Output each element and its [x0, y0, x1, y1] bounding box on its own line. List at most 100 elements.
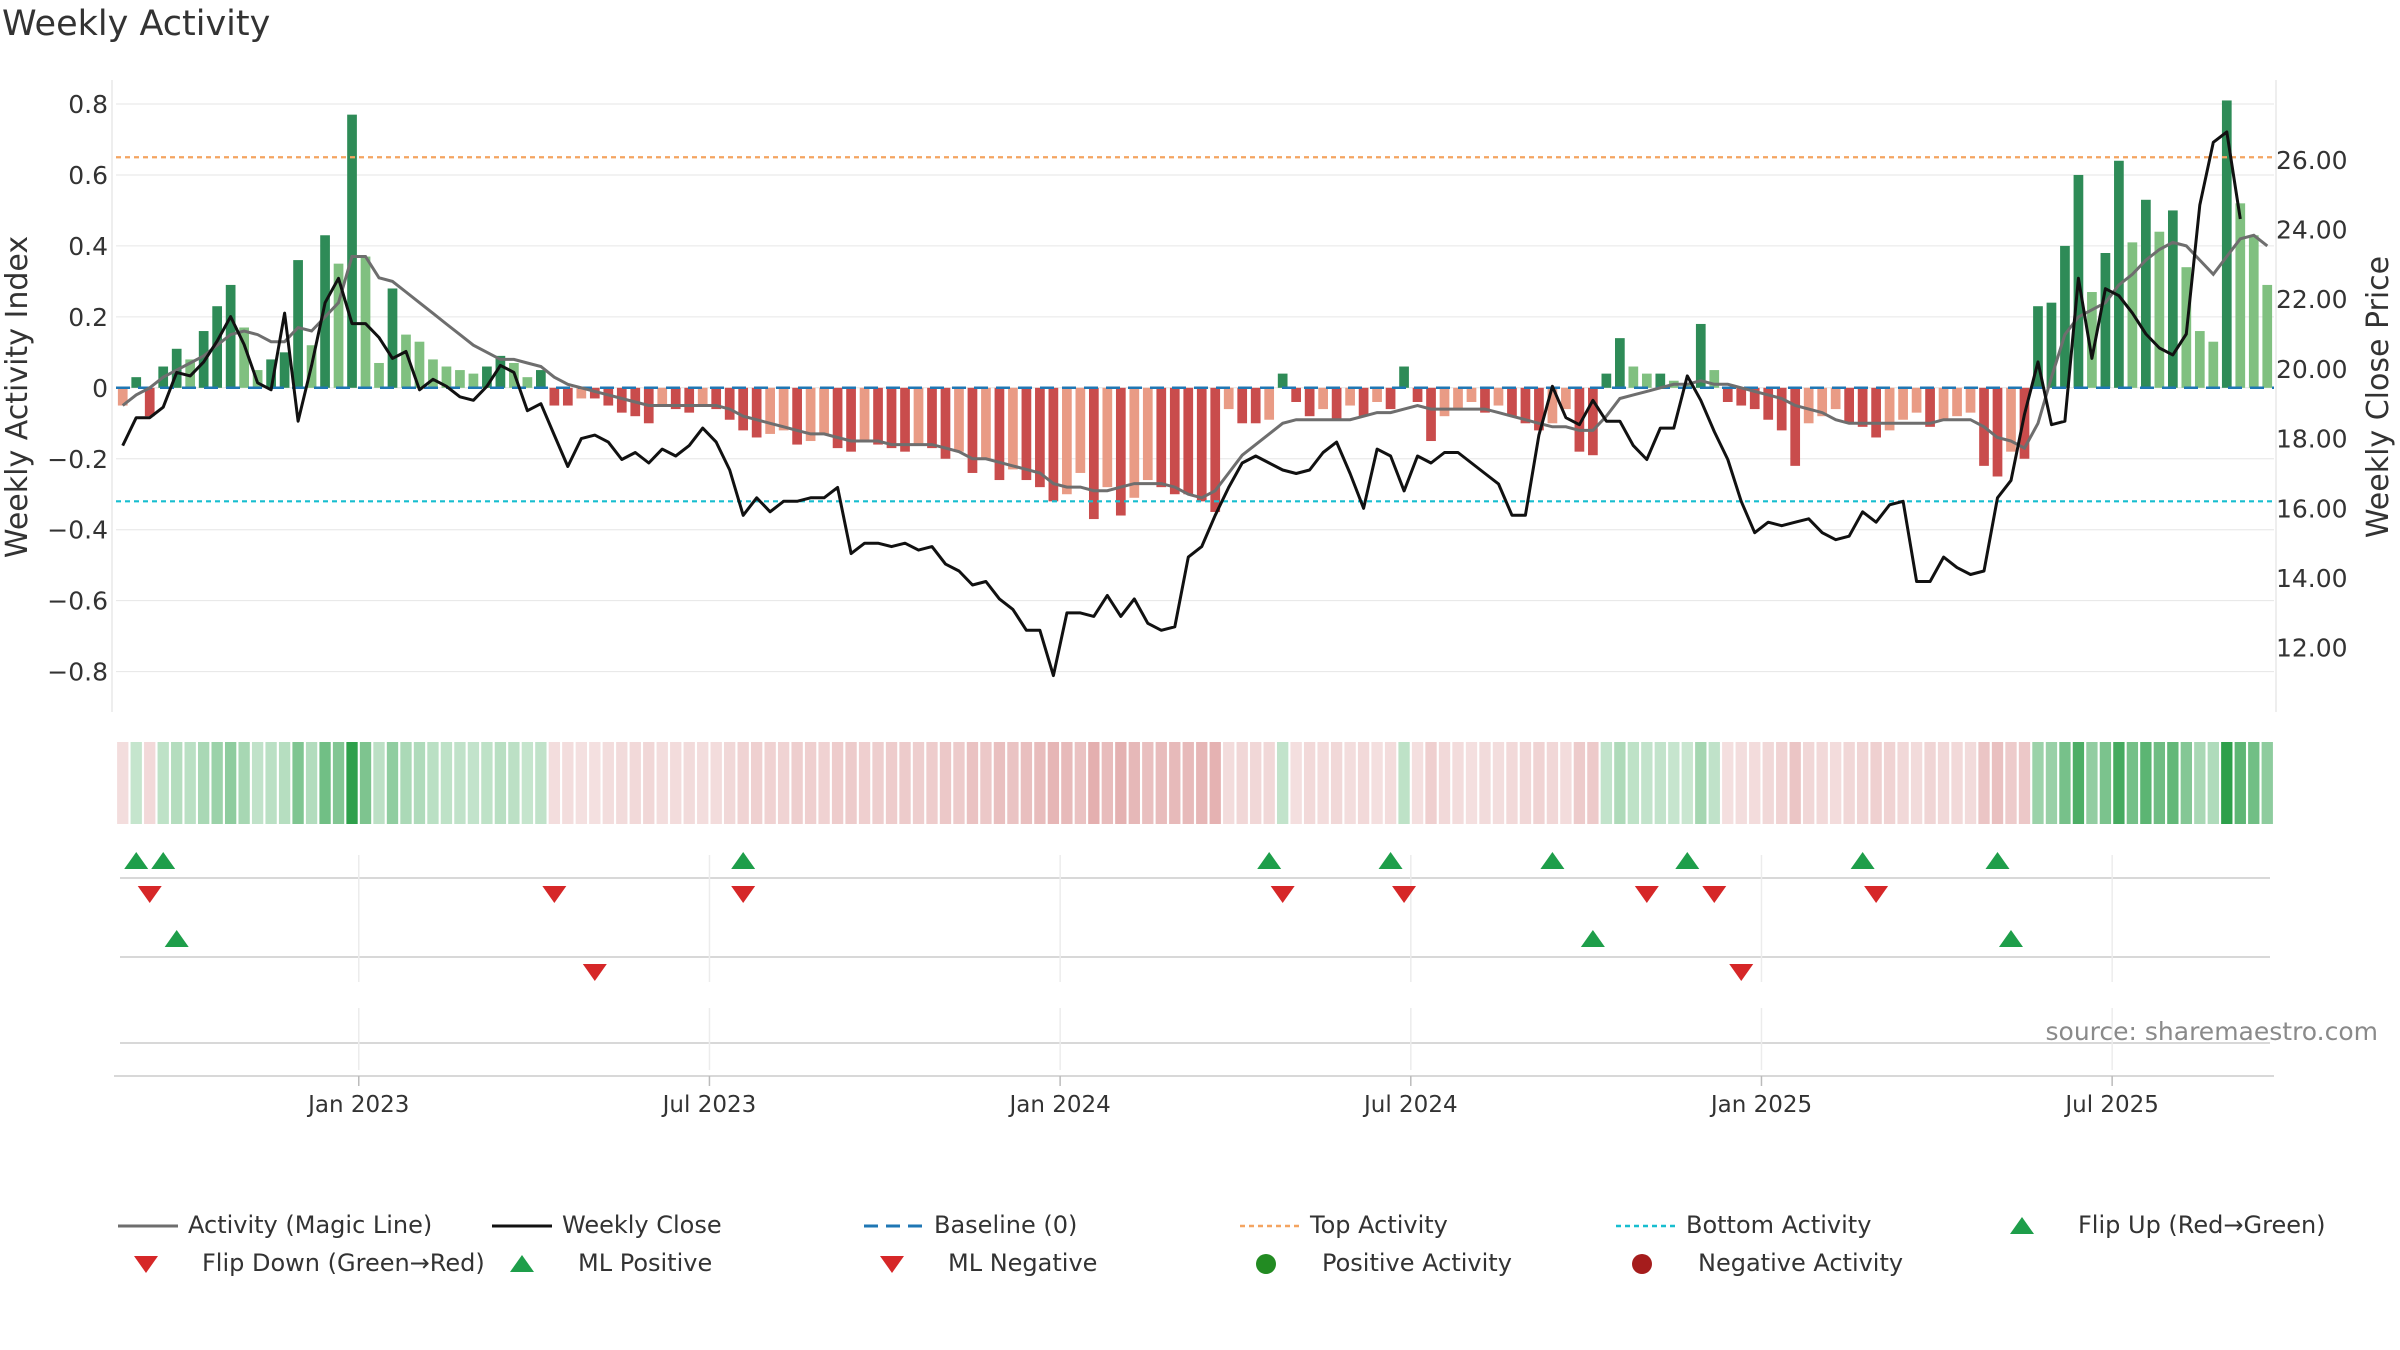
activity-strip-cell: [1479, 742, 1491, 824]
activity-strip-cell: [750, 742, 763, 824]
activity-strip-cell: [1452, 742, 1464, 824]
activity-strip-cell: [117, 742, 129, 824]
weekly-close-line: [121, 130, 2242, 678]
activity-bar: [2262, 284, 2273, 388]
activity-strip-cell: [359, 742, 372, 824]
activity-bar: [886, 387, 897, 449]
activity-bar: [2235, 203, 2246, 388]
activity-bar: [171, 348, 182, 388]
activity-strip-cell: [1303, 742, 1316, 824]
activity-strip-cell: [1722, 742, 1734, 824]
activity-strip-cell: [1169, 742, 1181, 824]
activity-strip-cell: [144, 742, 156, 824]
legend-swatch: [1240, 1224, 1300, 1228]
activity-bar: [347, 114, 357, 388]
activity-bar: [536, 370, 546, 388]
activity-strip-cell: [1088, 742, 1100, 824]
activity-strip-cell: [1330, 742, 1343, 824]
activity-strip-cell: [1668, 742, 1680, 824]
activity-strip-cell: [2194, 742, 2206, 824]
activity-strip-cell: [1587, 742, 1599, 824]
activity-bar: [333, 263, 344, 388]
activity-strip-cell: [454, 742, 466, 824]
activity-bar: [1830, 387, 1841, 410]
activity-bar: [1372, 387, 1382, 402]
activity-bar: [981, 387, 991, 459]
right-axis-label: Weekly Close Price: [2361, 256, 2396, 538]
activity-strip-cell: [1600, 742, 1613, 824]
activity-strip-cell: [508, 742, 520, 824]
right-tick-label: 24.00: [2276, 215, 2348, 244]
activity-bar: [832, 387, 843, 449]
activity-strip-cell: [1371, 742, 1383, 824]
activity-bar: [495, 355, 506, 388]
flip-up-marker: [1850, 852, 1875, 869]
activity-bar: [1992, 387, 2003, 477]
left-tick-label: 0.6: [68, 161, 108, 190]
activity-strip-cell: [440, 742, 453, 824]
flip-down-marker: [1270, 886, 1295, 903]
activity-bar: [1911, 387, 1922, 413]
activity-strip-cell: [777, 742, 790, 824]
activity-strip-cell: [1290, 742, 1302, 824]
activity-strip-cell: [198, 742, 210, 824]
activity-strip-cell: [548, 742, 561, 824]
activity-strip-cell: [1196, 742, 1208, 824]
right-tick-label: 12.00: [2276, 634, 2348, 663]
activity-strip-cell: [1263, 742, 1275, 824]
activity-bar: [1439, 387, 1450, 417]
activity-bar: [1965, 387, 1976, 413]
activity-bar: [711, 387, 722, 410]
activity-strip-cell: [2234, 742, 2246, 824]
activity-bar: [1385, 387, 1396, 410]
activity-bar: [927, 387, 937, 449]
activity-strip-cell: [346, 742, 358, 824]
activity-bar: [1035, 387, 1045, 488]
activity-strip-cell: [629, 742, 641, 824]
activity-strip-cell: [1115, 742, 1127, 824]
activity-bar: [751, 387, 762, 438]
activity-bar: [1169, 387, 1180, 495]
activity-strip-cell: [885, 742, 898, 824]
activity-bar: [1183, 387, 1194, 495]
activity-bar: [131, 377, 142, 388]
activity-strip-cell: [319, 742, 331, 824]
legend-swatch: [2010, 1217, 2034, 1234]
activity-bar: [1304, 387, 1315, 417]
legend-label: ML Negative: [948, 1249, 1098, 1277]
activity-strip-cell: [130, 742, 142, 824]
flip-down-marker: [731, 886, 756, 903]
activity-strip-cell: [1384, 742, 1397, 824]
activity-bar: [1399, 366, 1409, 388]
left-tick-label: −0.8: [47, 658, 108, 687]
activity-strip-cell: [899, 742, 911, 824]
activity-strip-cell: [1964, 742, 1977, 824]
activity-strip-cell: [1695, 742, 1707, 824]
activity-strip-cell: [1951, 742, 1963, 824]
activity-strip-cell: [1829, 742, 1842, 824]
activity-bar: [562, 387, 573, 406]
x-tick-label: Jan 2023: [306, 1092, 409, 1118]
activity-strip-cell: [413, 742, 426, 824]
activity-bar: [428, 359, 438, 388]
legend-label: Top Activity: [1310, 1211, 1448, 1239]
ml-positive-marker: [164, 930, 189, 947]
activity-strip-cell: [2126, 742, 2139, 824]
activity-strip-cell: [993, 742, 1006, 824]
legend-label: Weekly Close: [562, 1211, 722, 1239]
activity-bar: [1534, 387, 1544, 431]
legend-swatch: [134, 1256, 158, 1273]
activity-bar: [900, 387, 910, 452]
activity-strip-cell: [157, 742, 169, 824]
activity-strip-cell: [1101, 742, 1113, 824]
activity-strip-cell: [2140, 742, 2152, 824]
activity-bar: [2019, 387, 2030, 459]
activity-strip-cell: [1856, 742, 1869, 824]
activity-bar: [1331, 387, 1342, 420]
legend-swatch: [510, 1255, 534, 1272]
activity-strip-cell: [1910, 742, 1923, 824]
activity-strip-cell: [1735, 742, 1747, 824]
legend-label: ML Positive: [578, 1249, 713, 1277]
activity-bar: [468, 373, 479, 388]
activity-bar: [913, 387, 924, 445]
